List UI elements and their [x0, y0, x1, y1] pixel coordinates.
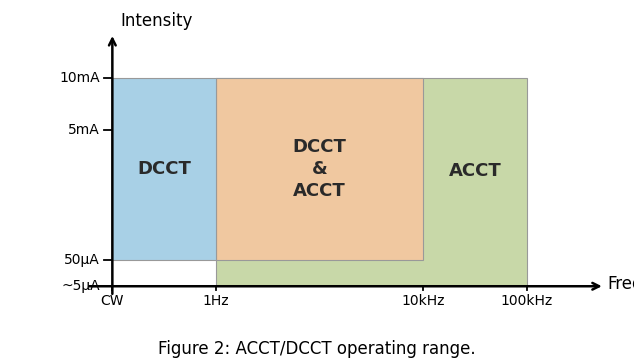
Text: DCCT
&
ACCT: DCCT & ACCT: [293, 138, 347, 200]
Text: 50μA: 50μA: [64, 253, 100, 267]
Text: 1Hz: 1Hz: [203, 294, 230, 308]
Text: ACCT: ACCT: [449, 163, 501, 180]
Text: 100kHz: 100kHz: [501, 294, 553, 308]
Text: CW: CW: [101, 294, 124, 308]
Text: DCCT: DCCT: [137, 160, 191, 178]
Text: 10kHz: 10kHz: [401, 294, 445, 308]
Text: ~5μA: ~5μA: [61, 279, 100, 293]
Text: 10mA: 10mA: [60, 71, 100, 84]
Bar: [112, 77, 216, 260]
Bar: [216, 77, 527, 286]
Text: Frequency: Frequency: [608, 275, 634, 292]
Text: 5mA: 5mA: [68, 123, 100, 137]
Text: Intensity: Intensity: [120, 12, 193, 30]
Text: Figure 2: ACCT/DCCT operating range.: Figure 2: ACCT/DCCT operating range.: [158, 340, 476, 358]
Bar: [216, 77, 424, 260]
